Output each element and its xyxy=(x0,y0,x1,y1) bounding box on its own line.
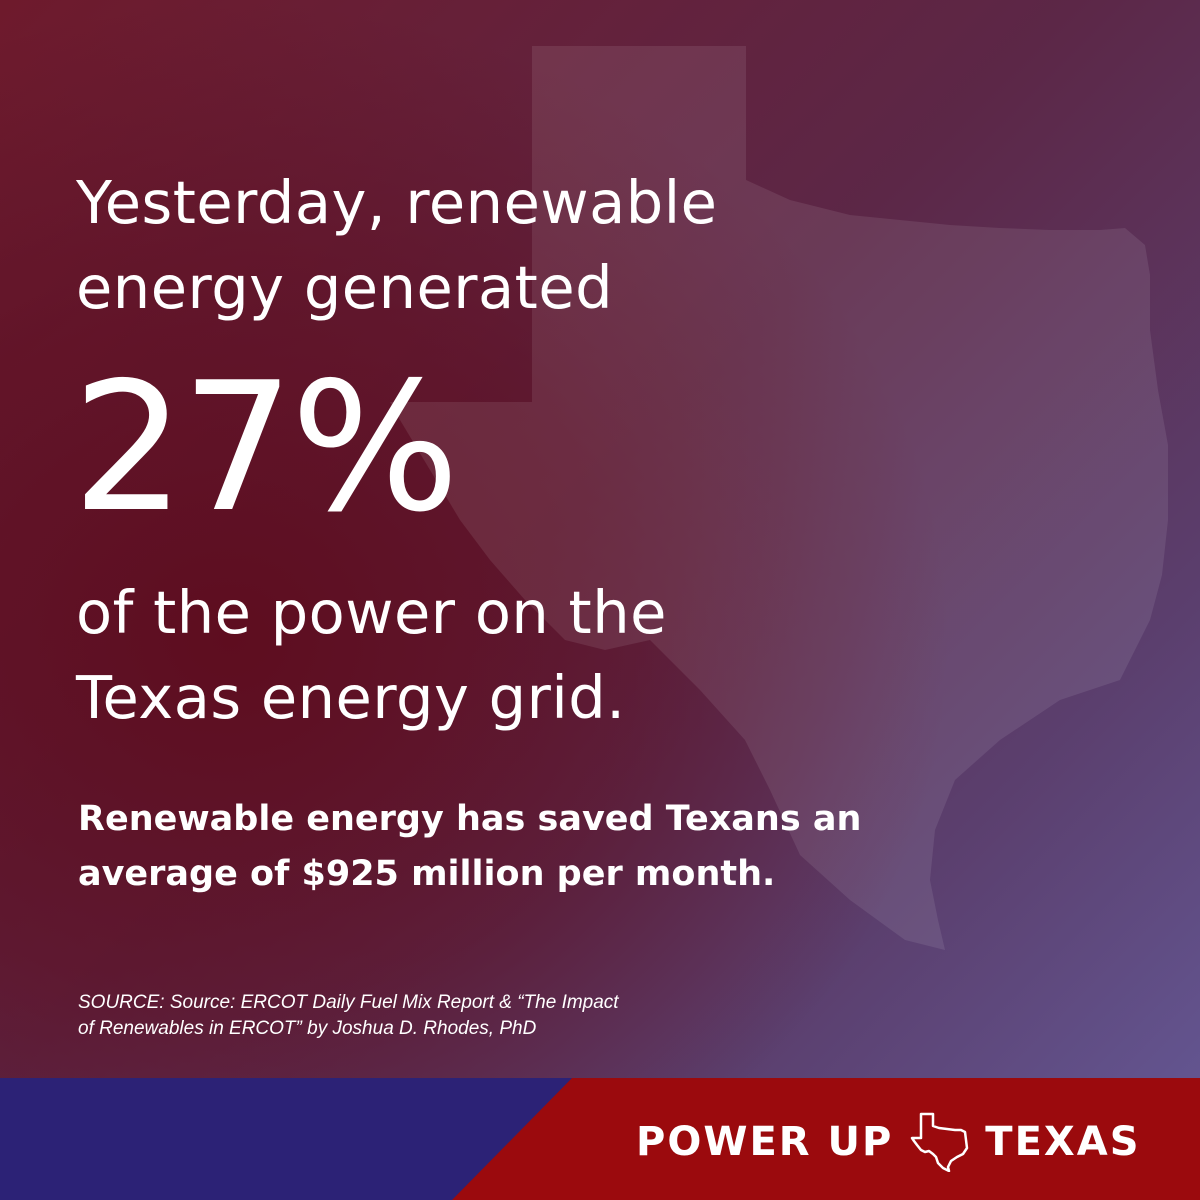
headline-line-1: Yesterday, renewable xyxy=(76,168,718,237)
source-citation: SOURCE: Source: ERCOT Daily Fuel Mix Rep… xyxy=(78,990,619,1042)
footer-red-band xyxy=(452,1078,1200,1200)
footer-stripes xyxy=(0,1078,1200,1200)
savings-line-2: average of $925 million per month. xyxy=(78,854,776,894)
savings-line-1: Renewable energy has saved Texans an xyxy=(78,799,862,839)
headline-line-2: energy generated xyxy=(76,253,614,322)
source-line-2: of Renewables in ERCOT” by Joshua D. Rho… xyxy=(78,1018,537,1039)
source-line-1: SOURCE: Source: ERCOT Daily Fuel Mix Rep… xyxy=(78,992,619,1013)
logo-word-power-up: POWER UP xyxy=(636,1119,894,1165)
logo-word-texas: TEXAS xyxy=(985,1119,1141,1165)
stat-description: of the power on the Texas energy grid. xyxy=(76,570,667,740)
footer-bar xyxy=(0,1078,1200,1200)
stat-description-line-1: of the power on the xyxy=(76,578,667,647)
stat-description-line-2: Texas energy grid. xyxy=(76,663,626,732)
texas-outline-icon xyxy=(911,1112,969,1172)
power-up-texas-logo: POWER UP TEXAS xyxy=(636,1112,1141,1172)
headline: Yesterday, renewable energy generated xyxy=(76,160,717,330)
renewable-percentage: 27% xyxy=(72,344,460,551)
savings-statement: Renewable energy has saved Texans an ave… xyxy=(78,792,861,902)
